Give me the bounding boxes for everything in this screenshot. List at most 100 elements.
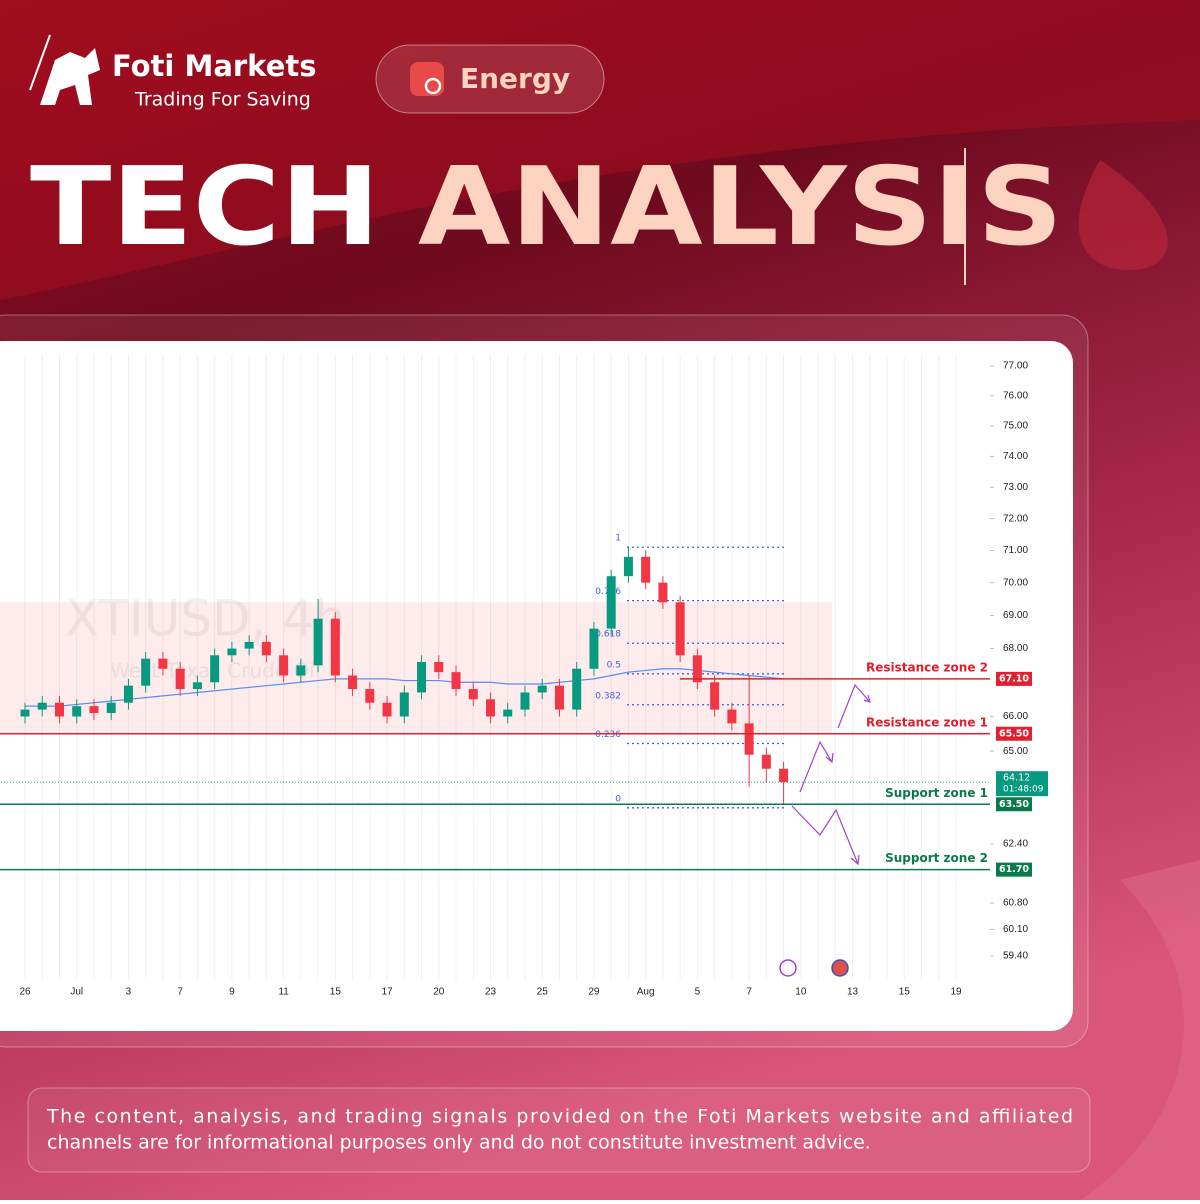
y-tick-label: 62.40 xyxy=(1003,839,1028,850)
x-tick-label: 10 xyxy=(795,987,807,998)
shaded-zone xyxy=(0,602,832,734)
candle-body xyxy=(675,602,685,656)
arrow xyxy=(791,805,859,865)
disclaimer-box xyxy=(27,1087,1091,1173)
bg-drop xyxy=(1078,160,1168,270)
level-tag-label: 65.50 xyxy=(999,728,1029,739)
x-tick-label: 20 xyxy=(433,987,445,998)
x-tick-label: 5 xyxy=(695,987,701,998)
candle-body xyxy=(227,648,237,656)
candle-body xyxy=(434,662,444,673)
candle-body xyxy=(296,665,306,676)
candle-body xyxy=(54,702,64,717)
y-tick-label: 74.00 xyxy=(1003,451,1028,462)
candle-body xyxy=(175,668,185,690)
candle-body xyxy=(244,641,254,649)
fib-label: 0 xyxy=(615,794,621,804)
candle-body xyxy=(210,655,220,683)
candle-body xyxy=(89,706,99,714)
candle-body xyxy=(141,658,151,686)
candle-body xyxy=(623,556,633,577)
x-tick-label: 25 xyxy=(537,987,549,998)
last-price-label: 64.12 xyxy=(1003,773,1030,784)
y-tick-label: 65.00 xyxy=(1003,746,1028,757)
candle-body xyxy=(330,618,340,676)
disclaimer-line: channels are for informational purposes … xyxy=(47,1132,871,1154)
y-tick-label: 77.00 xyxy=(1003,361,1028,372)
x-tick-label: Aug xyxy=(637,987,655,998)
x-tick-label: 26 xyxy=(19,987,31,998)
candle-body xyxy=(641,556,651,583)
y-tick-label: 71.00 xyxy=(1003,545,1028,556)
candle-body xyxy=(503,709,513,717)
arrow-head xyxy=(850,854,860,866)
candle-body xyxy=(261,641,271,656)
y-tick-label: 73.00 xyxy=(1003,482,1028,493)
x-tick-label: 19 xyxy=(950,987,962,998)
category: Energy xyxy=(460,62,570,95)
level-tag-label: 61.70 xyxy=(999,864,1029,875)
y-tick-label: 72.00 xyxy=(1003,513,1028,524)
y-tick-label: 70.00 xyxy=(1003,577,1028,588)
candle-body xyxy=(572,668,582,710)
candle-body xyxy=(744,723,754,755)
title-part2: ANALYSIS xyxy=(418,145,1063,270)
y-tick-label: 76.00 xyxy=(1003,390,1028,401)
level-tag-label: 63.50 xyxy=(999,799,1029,810)
level-tag xyxy=(996,726,1032,741)
level-name: Support zone 2 xyxy=(885,851,988,865)
fib-label: 1 xyxy=(615,534,621,544)
candle-body xyxy=(710,682,720,710)
candle-body xyxy=(37,702,47,710)
candle-body xyxy=(106,702,116,714)
tagline: Trading For Saving xyxy=(134,89,311,111)
candle-body xyxy=(692,655,702,683)
x-tick-label: Jul xyxy=(70,987,83,998)
candle-body xyxy=(192,682,202,690)
candle-body xyxy=(658,582,668,603)
candle-body xyxy=(761,754,771,769)
candle-body xyxy=(382,702,392,717)
projection-arrows xyxy=(791,683,871,866)
candle-body xyxy=(348,675,358,690)
candle-body xyxy=(451,672,461,690)
x-tick-label: 17 xyxy=(381,987,393,998)
level-name: Support zone 1 xyxy=(885,786,988,800)
fib-label: 0.236 xyxy=(595,730,621,740)
x-tick-label: 11 xyxy=(278,987,289,998)
x-tick-label: 3 xyxy=(126,987,132,998)
y-tick-label: 60.80 xyxy=(1003,898,1028,909)
fib-label: 0.618 xyxy=(595,630,621,640)
event-flag xyxy=(831,959,849,977)
candle-body xyxy=(589,628,599,669)
level-tag xyxy=(996,671,1032,686)
x-tick-label: 23 xyxy=(485,987,497,998)
y-tick-label: 60.10 xyxy=(1003,924,1028,935)
level-tag xyxy=(996,797,1032,812)
logo-icon xyxy=(40,48,100,105)
x-tick-label: 7 xyxy=(177,987,183,998)
disclaimer-line: The content, analysis, and trading signa… xyxy=(46,1106,1073,1128)
candle-body xyxy=(279,655,289,676)
bg-wave xyxy=(0,0,1200,300)
candle-body xyxy=(606,576,616,629)
y-tick-label: 75.00 xyxy=(1003,420,1028,431)
arrow xyxy=(799,740,833,793)
category-icon xyxy=(410,62,444,96)
x-tick-label: 7 xyxy=(746,987,752,998)
bg-blob xyxy=(1080,860,1200,1200)
y-tick-label: 68.00 xyxy=(1003,643,1028,654)
x-tick-label: 9 xyxy=(229,987,235,998)
candle-body xyxy=(537,685,547,693)
candle-body xyxy=(123,685,133,703)
candle-body xyxy=(399,692,409,717)
candle-body xyxy=(313,618,323,666)
moving-average xyxy=(25,668,784,707)
level-tag-label: 67.10 xyxy=(999,673,1029,684)
candle-body xyxy=(72,706,82,717)
candle-body xyxy=(468,689,478,700)
x-tick-label: 15 xyxy=(330,987,342,998)
level-name: Resistance zone 2 xyxy=(866,660,988,674)
category-icon-gauge xyxy=(424,77,442,95)
